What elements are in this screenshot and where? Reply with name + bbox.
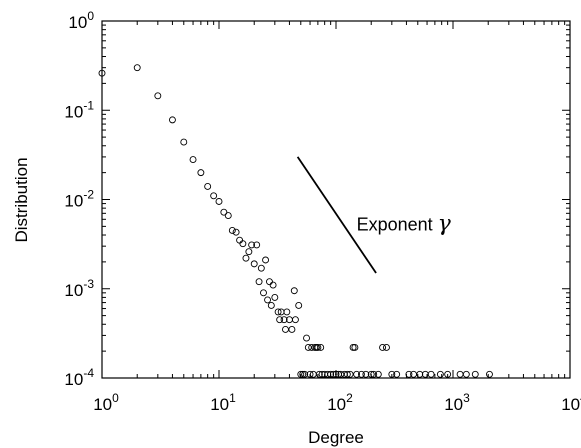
data-point: [266, 278, 273, 286]
data-point: [388, 370, 396, 378]
y-tick-label: 10-3: [64, 277, 94, 300]
data-point: [271, 293, 279, 301]
data-point: [346, 370, 354, 378]
data-point: [257, 264, 265, 272]
data-point: [383, 343, 390, 351]
exponent-annotation-text: Exponent: [357, 214, 438, 234]
data-point: [304, 343, 312, 351]
exponent-reference-line: [296, 156, 377, 274]
y-tick-label: 10-2: [64, 188, 94, 211]
data-point: [236, 236, 244, 244]
data-point: [276, 316, 284, 324]
y-tick-label: 100: [68, 9, 94, 32]
data-point: [327, 370, 335, 378]
x-tick-label: 101: [210, 391, 236, 414]
data-point: [291, 316, 299, 324]
data-point: [210, 192, 218, 200]
data-point: [290, 287, 298, 295]
data-point: [314, 343, 322, 351]
data-point: [168, 116, 176, 124]
data-point: [297, 370, 305, 378]
data-point: [288, 325, 296, 333]
data-point: [204, 183, 212, 190]
data-point: [374, 370, 382, 378]
data-point: [239, 240, 247, 248]
data-point: [427, 370, 435, 378]
data-point: [362, 370, 370, 378]
data-point: [405, 370, 413, 378]
data-point: [444, 370, 452, 378]
data-point: [301, 370, 309, 378]
data-point: [228, 227, 236, 234]
data-point: [357, 370, 365, 378]
data-point: [248, 241, 256, 249]
data-point: [393, 370, 401, 378]
data-point: [215, 198, 223, 205]
x-tick-label: 102: [327, 391, 353, 414]
data-point: [370, 370, 378, 378]
data-points: [98, 64, 493, 378]
exponent-annotation: Exponent γ: [357, 211, 452, 236]
data-point: [133, 64, 141, 72]
data-point: [299, 370, 307, 378]
y-tick-label: 10-1: [64, 98, 94, 121]
data-point: [262, 256, 270, 264]
data-point: [267, 301, 275, 309]
data-point: [282, 325, 289, 333]
data-point: [416, 370, 424, 378]
data-point: [436, 370, 444, 378]
x-axis-label: Degree: [308, 428, 364, 447]
data-point: [255, 278, 263, 286]
data-point: [410, 370, 417, 378]
data-point: [486, 370, 493, 378]
data-point: [306, 370, 314, 378]
data-point: [317, 343, 325, 351]
data-point: [245, 248, 253, 256]
data-point: [250, 260, 258, 268]
data-point: [337, 370, 345, 378]
data-point: [351, 343, 359, 351]
data-point: [260, 289, 267, 297]
x-tick-label: 100: [93, 391, 119, 414]
data-point: [98, 69, 106, 77]
data-point: [315, 370, 323, 378]
x-tick-label: 103: [444, 391, 470, 414]
y-tick-label: 10-4: [64, 366, 94, 389]
data-point: [471, 370, 479, 378]
data-point: [343, 370, 351, 378]
data-point: [367, 370, 375, 378]
exponent-symbol: γ: [438, 211, 452, 236]
data-point: [224, 212, 232, 220]
data-point: [303, 334, 310, 342]
data-point: [220, 208, 228, 216]
data-point: [456, 370, 464, 378]
data-point: [280, 316, 288, 324]
data-point: [329, 370, 337, 378]
data-point: [197, 169, 205, 177]
data-point: [295, 301, 303, 309]
data-point: [332, 370, 340, 378]
plot-frame: [101, 20, 571, 379]
data-point: [253, 241, 261, 249]
data-point: [242, 254, 250, 262]
data-point: [462, 370, 470, 378]
tick-labels: 100 101 102 103 104 10-4 10-3 10-2 10-1 100: [64, 9, 581, 414]
data-point: [349, 343, 357, 351]
y-axis-label: Distribution: [12, 157, 31, 242]
axis-ticks: [101, 20, 571, 379]
data-point: [283, 308, 291, 316]
data-point: [379, 343, 387, 351]
data-point: [232, 228, 240, 236]
x-tick-label: 104: [561, 391, 581, 414]
data-point: [154, 92, 162, 100]
data-point: [269, 281, 277, 289]
data-point: [353, 370, 361, 378]
data-point: [180, 138, 188, 146]
data-point: [274, 308, 282, 316]
data-point: [189, 156, 197, 164]
data-point: [264, 296, 272, 304]
